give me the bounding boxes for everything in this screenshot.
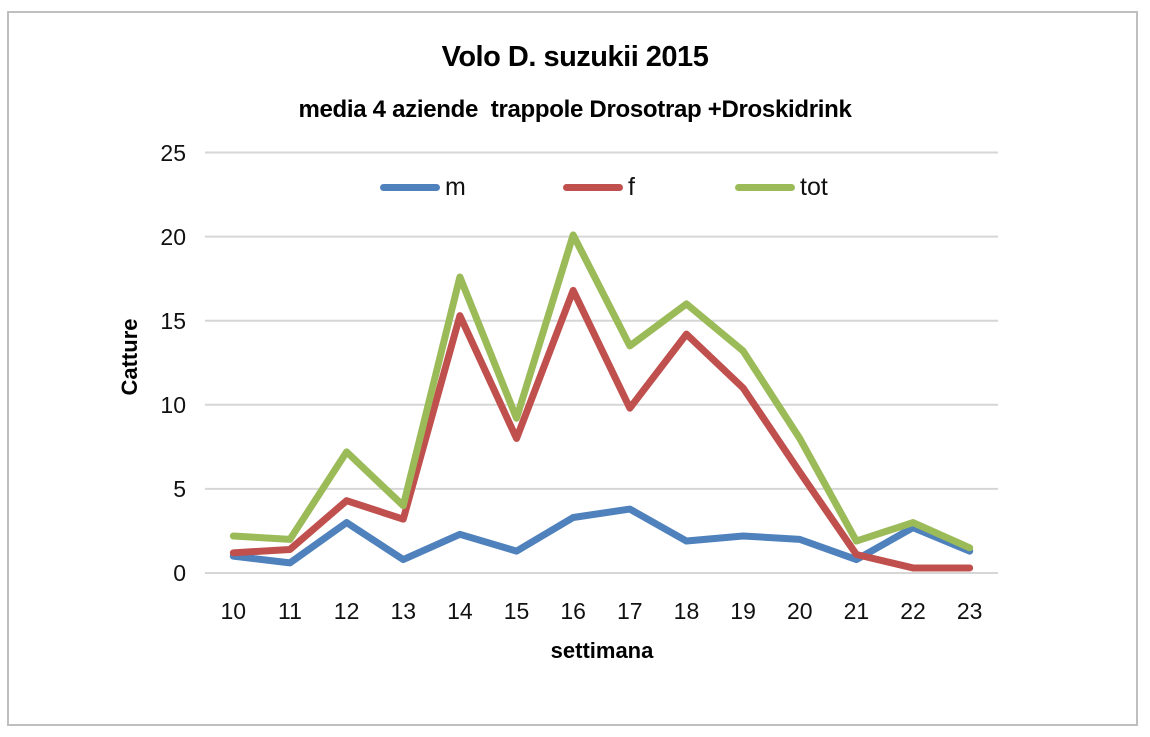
x-axis-tick-label-15: 15 bbox=[503, 598, 530, 624]
gridlines bbox=[205, 151, 998, 574]
series-line-m bbox=[229, 505, 974, 567]
x-axis-tick-label-16: 16 bbox=[560, 598, 586, 624]
x-axis-tick-label-19: 19 bbox=[730, 598, 756, 624]
series-line-f bbox=[229, 286, 974, 572]
legend-item-f: f bbox=[563, 173, 635, 201]
legend-swatch-tot bbox=[735, 183, 795, 191]
chart-figure bbox=[7, 11, 1138, 726]
x-axis-tick-label-14: 14 bbox=[447, 598, 473, 624]
x-axis-tick-label-21: 21 bbox=[843, 598, 870, 624]
x-axis-tick-label-18: 18 bbox=[673, 598, 700, 624]
x-axis-tick-label-12: 12 bbox=[333, 598, 360, 624]
series-lines bbox=[229, 231, 974, 572]
x-axis-tick-label-13: 13 bbox=[390, 598, 417, 624]
chart-title: Volo D. suzukii 2015 bbox=[441, 41, 709, 73]
legend-label-f: f bbox=[628, 173, 635, 201]
x-axis-tick-label-20: 20 bbox=[786, 598, 813, 624]
legend-swatch-f bbox=[563, 183, 623, 191]
legend-item-m: m bbox=[380, 173, 466, 201]
y-axis-tick-label-5: 5 bbox=[173, 475, 186, 502]
y-axis-tick-label-15: 15 bbox=[160, 307, 186, 334]
series-line-tot bbox=[229, 231, 974, 552]
y-axis-tick-label-10: 10 bbox=[160, 391, 186, 418]
legend-label-m: m bbox=[445, 173, 466, 201]
x-axis-tick-label-22: 22 bbox=[900, 598, 926, 624]
y-axis-tick-label-20: 20 bbox=[160, 223, 186, 250]
legend-swatch-m bbox=[380, 183, 440, 191]
x-axis-tick-label-10: 10 bbox=[220, 598, 247, 624]
x-axis-tick-label-23: 23 bbox=[956, 598, 983, 624]
x-axis-tick-label-17: 17 bbox=[617, 598, 643, 624]
chart-subtitle: media 4 aziende trappole Drosotrap +Dros… bbox=[298, 96, 852, 123]
x-axis-title: settimana bbox=[550, 638, 654, 663]
y-axis-tick-label-0: 0 bbox=[173, 560, 186, 586]
x-axis-tick-label-11: 11 bbox=[278, 598, 302, 624]
legend-item-tot: tot bbox=[735, 173, 828, 201]
legend-label-tot: tot bbox=[800, 173, 828, 201]
y-axis-tick-label-25: 25 bbox=[160, 139, 186, 166]
